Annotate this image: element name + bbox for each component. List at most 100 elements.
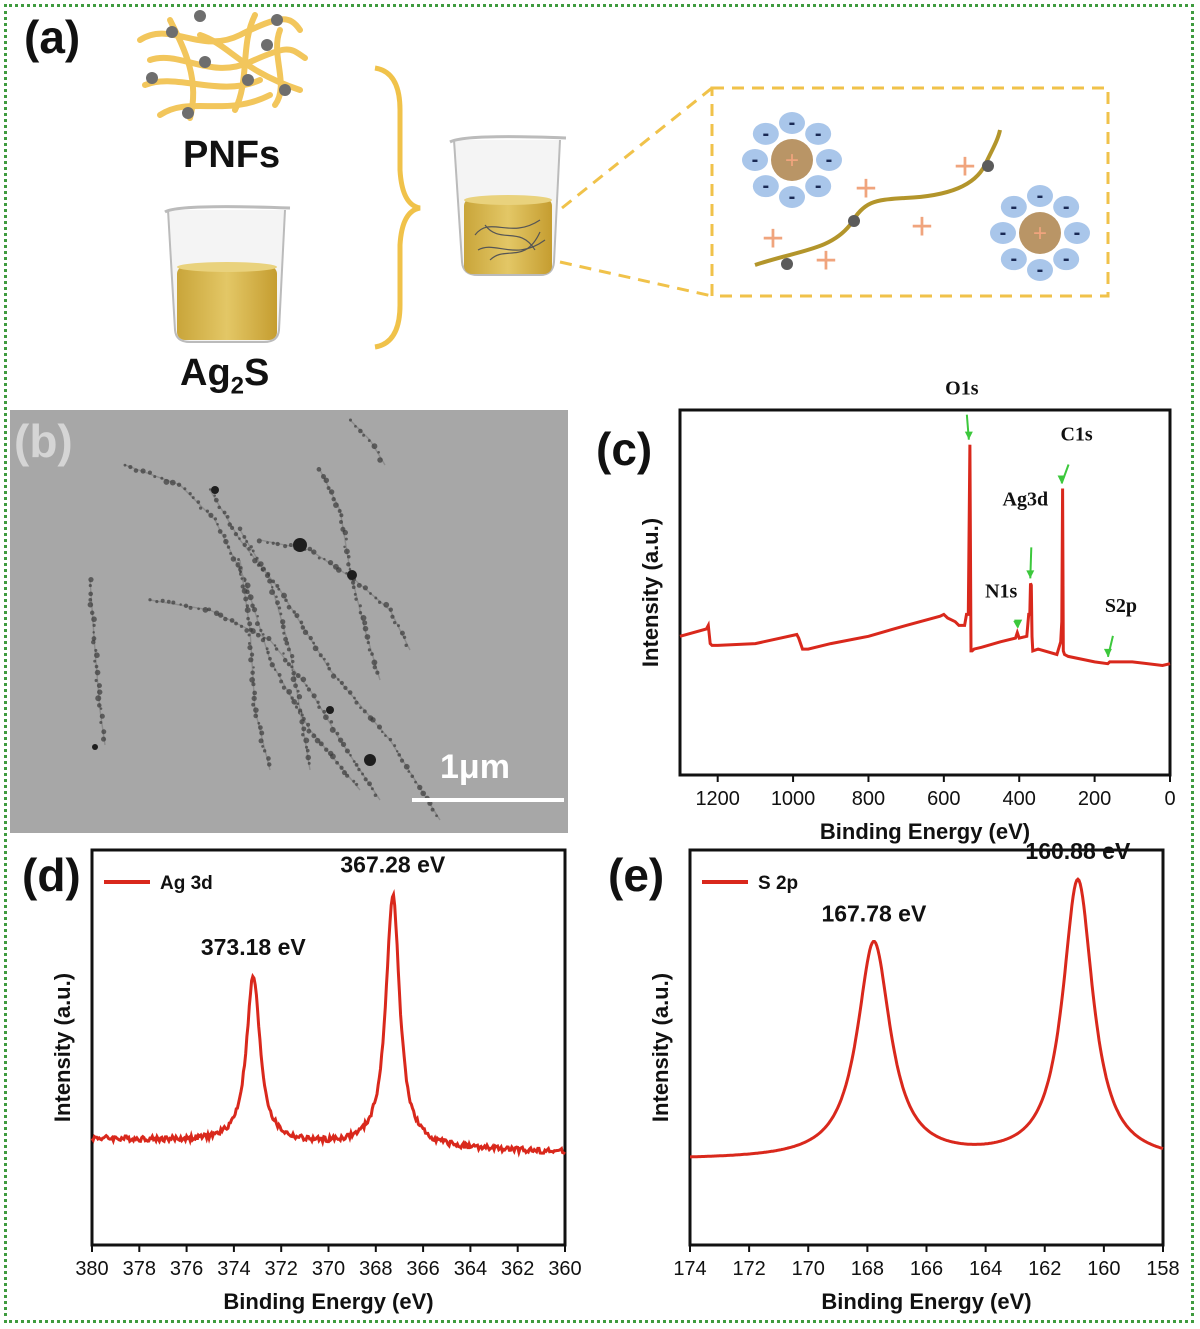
nanoparticle [357, 767, 361, 772]
nanoparticle [94, 678, 98, 683]
nanoparticle [337, 737, 344, 743]
anion-icon [1000, 195, 1027, 218]
nanoparticle [249, 545, 253, 549]
nanoparticle [275, 595, 278, 599]
nanoparticle [317, 705, 321, 709]
zoom-fiber-particles-icon [781, 160, 994, 270]
nanoparticle [267, 578, 273, 584]
nanoparticle [293, 683, 298, 689]
nanoparticle [92, 623, 96, 627]
nanoparticle [302, 629, 309, 636]
nanoparticle [298, 708, 303, 713]
nanoparticle [213, 517, 218, 521]
nanoparticle [390, 614, 395, 619]
anion-icon [752, 122, 779, 145]
panel-d-label: (d) [22, 849, 81, 901]
nanoparticle [216, 522, 219, 526]
minus-sign: - [763, 175, 770, 197]
nanoparticle [88, 577, 94, 583]
minus-sign: - [1063, 196, 1070, 218]
anion-icon [1027, 185, 1053, 207]
nanoparticle [311, 693, 317, 699]
nanoparticle [97, 703, 102, 708]
nanoparticle [301, 732, 305, 737]
nanoparticle [305, 748, 310, 753]
nanoparticle [250, 670, 255, 675]
nanoparticle [290, 696, 294, 700]
nanoparticle [370, 652, 374, 656]
nanoparticle [286, 688, 293, 695]
nanoparticle [284, 598, 288, 603]
nanoparticle [342, 529, 348, 536]
anion-icon [779, 186, 805, 208]
large-particle [211, 486, 219, 494]
nanoparticle [244, 582, 251, 589]
nanoparticle [288, 543, 293, 547]
nanoparticle [367, 648, 372, 652]
ag2s-label: Ag2S [180, 352, 270, 400]
nanoparticle [262, 633, 265, 636]
nanoparticle [213, 610, 220, 617]
nanoparticle [191, 496, 195, 500]
nanoparticle [388, 607, 393, 612]
nanoparticle [306, 687, 311, 692]
nanoparticle [329, 720, 334, 724]
nanoparticle [273, 644, 277, 647]
nanoparticle [247, 642, 251, 645]
nanoparticle [341, 770, 347, 776]
nanoparticle [213, 497, 219, 503]
nanoparticle [251, 549, 255, 553]
nanoparticle [197, 607, 200, 611]
nanoparticle [249, 676, 256, 683]
nanoparticle [233, 532, 239, 537]
nanoparticle [94, 648, 98, 652]
nanoparticle [335, 760, 339, 765]
nanoparticle [235, 562, 241, 568]
panel-e-label: (e) [608, 849, 665, 901]
nanoparticle [251, 702, 256, 707]
nanoparticle [359, 706, 362, 710]
nanoparticle [348, 418, 353, 422]
brace-icon [374, 65, 421, 350]
nanoparticle [183, 603, 189, 609]
nanoparticle [324, 747, 329, 752]
minus-sign: - [826, 149, 833, 171]
nanoparticle [241, 588, 248, 594]
nanoparticle [281, 592, 287, 599]
nanoparticle [360, 614, 367, 621]
nanoparticle [352, 760, 356, 763]
nanoparticle [258, 738, 264, 744]
nanoparticle [160, 598, 165, 603]
nanoparticle [247, 594, 254, 601]
nanoparticle [331, 497, 336, 502]
nanoparticle [269, 589, 276, 596]
nanoparticle [343, 545, 346, 549]
nanoparticle [307, 761, 311, 765]
nanoparticle [346, 562, 351, 567]
nanoparticle [292, 610, 296, 614]
nanoparticle [344, 548, 350, 555]
anion-icon [816, 149, 842, 171]
nanoparticle [259, 730, 265, 736]
nanoparticle [355, 782, 359, 786]
nanoparticle [303, 737, 310, 744]
nanoparticle [93, 659, 97, 663]
nanoparticle [223, 538, 229, 545]
nanoparticle [95, 695, 102, 702]
fiber [209, 489, 441, 821]
nanoparticle [354, 762, 359, 767]
fiber [149, 599, 381, 801]
nanoparticle [237, 526, 243, 532]
mixed-beaker-icon [449, 135, 567, 276]
minus-sign: - [1037, 259, 1044, 281]
nanoparticle [240, 577, 244, 580]
nanoparticle [363, 777, 368, 782]
anion-icon [805, 175, 832, 198]
nanoparticle [304, 745, 309, 749]
nanoparticle [312, 641, 316, 645]
nanoparticle [362, 620, 368, 626]
nanoparticle [237, 558, 241, 561]
nanoparticle [277, 587, 281, 591]
panel-c-label: (c) [596, 423, 653, 475]
nanoparticle [377, 450, 380, 454]
